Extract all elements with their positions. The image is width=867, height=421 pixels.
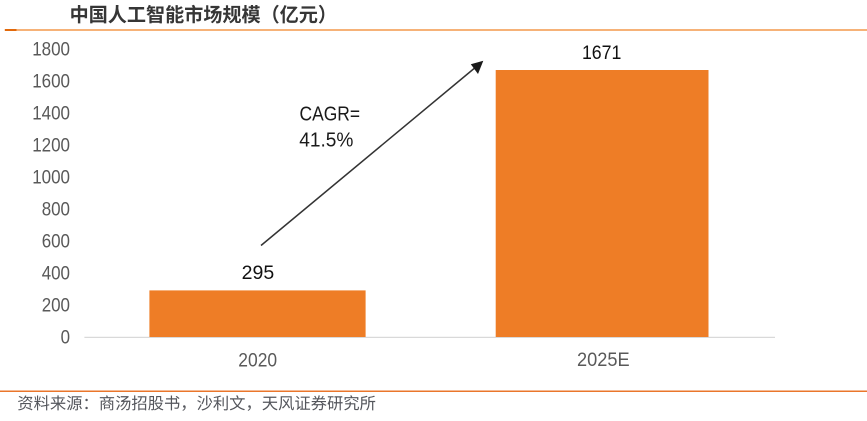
- svg-text:0: 0: [61, 327, 71, 349]
- svg-text:41.5%: 41.5%: [299, 128, 353, 151]
- svg-text:1400: 1400: [32, 103, 70, 125]
- svg-text:1000: 1000: [32, 167, 70, 189]
- svg-text:CAGR=: CAGR=: [300, 103, 361, 126]
- svg-text:2025E: 2025E: [577, 349, 630, 371]
- svg-text:200: 200: [42, 295, 70, 317]
- svg-text:1800: 1800: [32, 39, 70, 61]
- svg-text:2020: 2020: [238, 349, 277, 371]
- svg-text:1600: 1600: [32, 71, 70, 93]
- svg-text:800: 800: [42, 199, 70, 221]
- svg-text:1200: 1200: [32, 135, 70, 157]
- svg-text:295: 295: [242, 262, 275, 284]
- svg-text:600: 600: [42, 231, 70, 253]
- svg-text:1671: 1671: [582, 42, 622, 64]
- svg-text:400: 400: [42, 263, 70, 285]
